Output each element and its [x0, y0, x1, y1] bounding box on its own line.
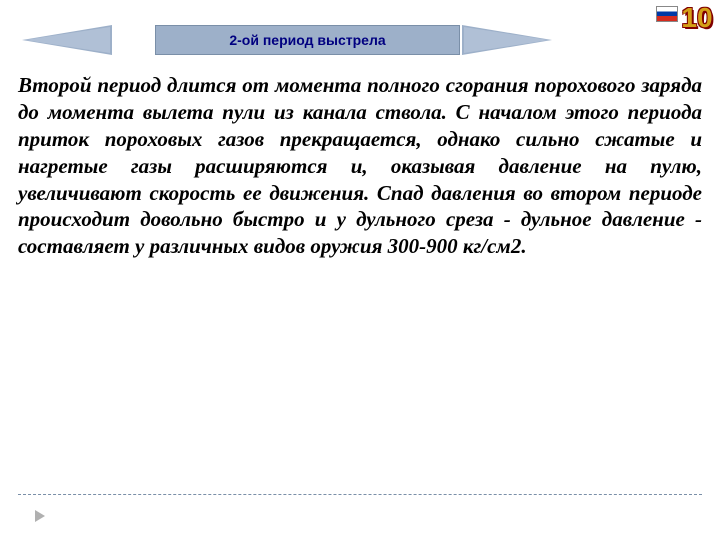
slide-title: 2-ой период выстрела: [229, 32, 385, 48]
footer-marker-icon: [35, 510, 45, 522]
emphasized-term: Второй период: [18, 73, 161, 97]
page-number: 10: [681, 2, 712, 34]
title-box: 2-ой период выстрела: [155, 25, 460, 55]
footer-divider: [18, 494, 702, 495]
arrow-left-icon[interactable]: [22, 25, 112, 55]
body-text: длится от момента полного сгорания порох…: [18, 73, 702, 258]
content-area: Второй период длится от момента полного …: [0, 60, 720, 260]
arrow-right-icon[interactable]: [462, 25, 552, 55]
flag-icon: [656, 6, 678, 22]
page-number-badge: 10: [678, 2, 716, 34]
body-paragraph: Второй период длится от момента полного …: [18, 72, 702, 260]
header-row: 2-ой период выстрела 10: [0, 0, 720, 60]
